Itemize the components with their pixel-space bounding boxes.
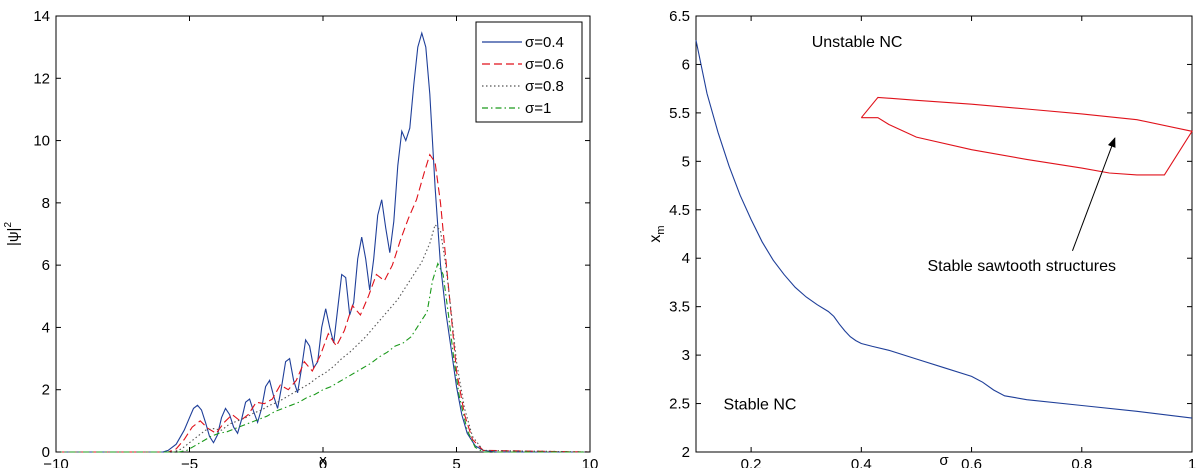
legend-label: σ=0.8 [525,78,564,95]
y-tick-label: 12 [33,70,50,87]
annotation-label: Stable NC [724,396,797,413]
series-line-0-3 [56,262,590,453]
legend-label: σ=0.6 [525,56,564,73]
y-tick-label: 3.5 [669,299,690,316]
x-tick-label: 1 [1188,456,1196,468]
left-x-axis-label: x [319,452,327,468]
y-tick-label: 5 [682,153,690,170]
y-tick-label: 6 [682,56,690,73]
y-tick-label: 5.5 [669,105,690,122]
legend-box [475,21,583,123]
x-tick-label: 10 [582,456,599,468]
y-tick-label: 6 [42,257,50,274]
x-tick-label: 0.4 [851,456,872,468]
x-tick-label: 0.8 [1071,456,1092,468]
annotation-arrow [1071,137,1116,251]
annotation-label: Unstable NC [812,34,903,51]
x-tick-label: 0.6 [961,456,982,468]
y-tick-label: 3 [682,347,690,364]
x-tick-label: 5 [452,456,460,468]
y-tick-label: 2 [42,382,50,399]
series-line-1-0 [695,40,1193,419]
y-tick-label: 14 [33,8,50,25]
left-y-axis-label-superscript: 2 [3,222,14,228]
y-tick-label: 4 [42,319,50,336]
left-series-group [56,31,591,453]
legend-label: σ=1 [525,100,551,117]
left-axis-ticks: −10 −5 0 5 10 0 2 4 6 8 10 12 14 [33,8,598,468]
y-tick-label: 4.5 [669,202,690,219]
series-line-0-0 [56,31,590,453]
x-tick-label: −5 [181,456,198,468]
right-y-axis-label-subscript: m [655,225,667,234]
legend: σ=0.4 σ=0.6 σ=0.8 σ=1 [475,21,583,123]
x-tick-label: −10 [43,456,68,468]
right-x-axis-label: σ [939,452,949,468]
y-tick-label: 2.5 [669,396,690,413]
series-line-0-1 [56,153,591,453]
right-y-axis-label: xm [647,225,667,242]
chart-xm-vs-sigma: 0.2 0.4 0.6 0.8 1 2 2.5 3 3.5 4 4.5 5 5.5 6 6.5 Unstab… [647,8,1196,468]
series-line-1-1 [860,96,1193,176]
right-plot-area [695,15,1193,453]
right-axis-ticks: 0.2 0.4 0.6 0.8 1 2 2.5 3 3.5 4 4.5 5 5.5 6 6.5 [669,8,1196,468]
x-tick-label: 0.2 [741,456,762,468]
right-series-group [695,40,1193,419]
y-tick-label: 10 [33,133,50,150]
right-annotations: Unstable NC Stable NC Stable sawtooth stru… [724,34,1116,413]
y-tick-label: 6.5 [669,8,690,25]
annotation-label: Stable sawtooth structures [927,258,1116,275]
y-tick-label: 2 [682,444,690,461]
left-y-axis-label: |ψ|2 [3,222,22,247]
legend-label: σ=0.4 [525,34,564,51]
series-line-0-2 [56,223,591,453]
x-tick-label: 0 [319,456,327,468]
y-tick-label: 4 [682,250,690,267]
y-tick-label: 0 [42,444,50,461]
y-tick-label: 8 [42,195,50,212]
